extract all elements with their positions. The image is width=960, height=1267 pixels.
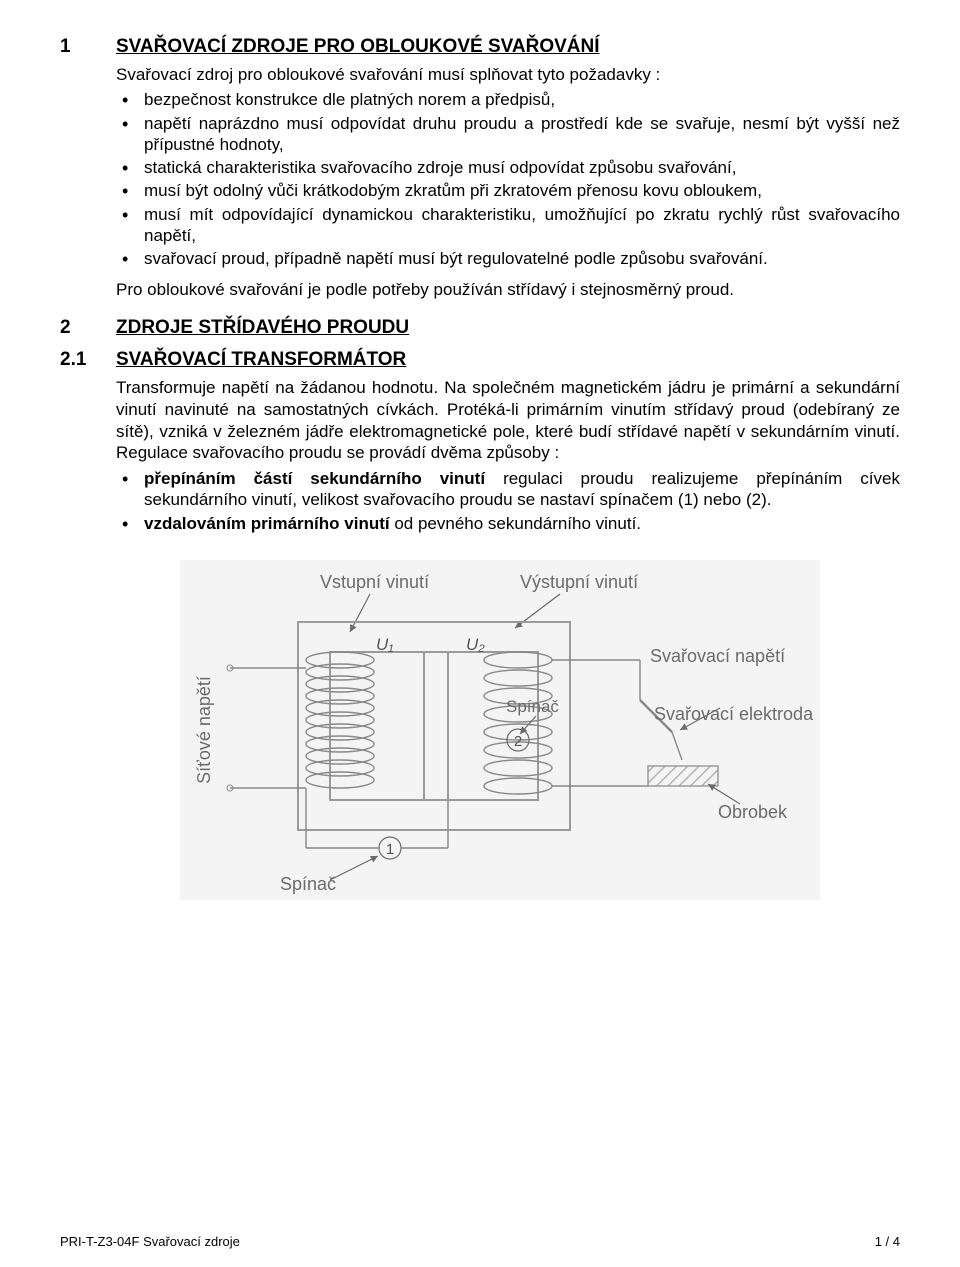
heading-2-row: 2 ZDROJE STŘÍDAVÉHO PROUDU [60, 317, 900, 339]
heading-1-title: SVAŘOVACÍ ZDROJE PRO OBLOUKOVÉ SVAŘOVÁNÍ [116, 36, 600, 58]
list-item-desc: od pevného sekundárního vinutí. [390, 514, 641, 533]
list-item-label: přepínáním částí sekundárního vinutí [144, 469, 485, 488]
transformer-diagram: Vstupní vinutí Výstupní vinutí Síťové na… [180, 560, 900, 905]
list-item: přepínáním částí sekundárního vinutíregu… [116, 468, 900, 511]
section-1-note: Pro obloukové svařování je podle potřeby… [116, 279, 900, 301]
list-item: statická charakteristika svařovacího zdr… [116, 157, 900, 178]
list-item: musí být odolný vůči krátkodobým zkratům… [116, 180, 900, 201]
label-svar-napeti: Svařovací napětí [650, 646, 785, 666]
label-spinac: Spínač [506, 697, 559, 716]
core-center [424, 652, 448, 800]
page: 1 SVAŘOVACÍ ZDROJE PRO OBLOUKOVÉ SVAŘOVÁ… [0, 0, 960, 1267]
footer-right: 1 / 4 [875, 1234, 900, 1249]
heading-21-row: 2.1 SVAŘOVACÍ TRANSFORMÁTOR [60, 349, 900, 371]
list-item-label: vzdalováním primárního vinutí [144, 514, 390, 533]
label-circ2: 2 [514, 733, 522, 750]
label-spinac-bottom: Spínač [280, 874, 336, 894]
label-vystupni-vinuti: Výstupní vinutí [520, 572, 638, 592]
page-footer: PRI-T-Z3-04F Svařovací zdroje 1 / 4 [60, 1234, 900, 1249]
label-sitove-napeti: Síťové napětí [194, 676, 214, 784]
section-2-1: 2.1 SVAŘOVACÍ TRANSFORMÁTOR Transformuje… [60, 349, 900, 534]
label-obrobek: Obrobek [718, 802, 788, 822]
heading-2-title: ZDROJE STŘÍDAVÉHO PROUDU [116, 317, 409, 339]
label-svar-elektroda: Svařovací elektroda [654, 704, 814, 724]
label-u1: U₁ [376, 635, 394, 654]
heading-21-num: 2.1 [60, 349, 116, 371]
section-1-bullets: bezpečnost konstrukce dle platných norem… [116, 89, 900, 269]
footer-left: PRI-T-Z3-04F Svařovací zdroje [60, 1234, 240, 1249]
section-1: 1 SVAŘOVACÍ ZDROJE PRO OBLOUKOVÉ SVAŘOVÁ… [60, 36, 900, 301]
heading-2-num: 2 [60, 317, 116, 339]
heading-21-title: SVAŘOVACÍ TRANSFORMÁTOR [116, 349, 406, 371]
list-item: musí mít odpovídající dynamickou charakt… [116, 204, 900, 247]
workpiece [648, 766, 718, 786]
section-21-bullets: přepínáním částí sekundárního vinutíregu… [116, 468, 900, 534]
label-vstupni-vinuti: Vstupní vinutí [320, 572, 429, 592]
section-21-para: Transformuje napětí na žádanou hodnotu. … [116, 377, 900, 464]
section-1-intro: Svařovací zdroj pro obloukové svařování … [116, 64, 900, 85]
heading-1-row: 1 SVAŘOVACÍ ZDROJE PRO OBLOUKOVÉ SVAŘOVÁ… [60, 36, 900, 58]
label-u2: U₂ [466, 635, 485, 654]
list-item: napětí naprázdno musí odpovídat druhu pr… [116, 113, 900, 156]
heading-1-num: 1 [60, 36, 116, 58]
list-item: svařovací proud, případně napětí musí bý… [116, 248, 900, 269]
list-item: bezpečnost konstrukce dle platných norem… [116, 89, 900, 110]
diagram-svg: Vstupní vinutí Výstupní vinutí Síťové na… [180, 560, 820, 900]
label-circ1: 1 [386, 841, 394, 858]
list-item: vzdalováním primárního vinutí od pevného… [116, 513, 900, 534]
section-2: 2 ZDROJE STŘÍDAVÉHO PROUDU [60, 317, 900, 339]
